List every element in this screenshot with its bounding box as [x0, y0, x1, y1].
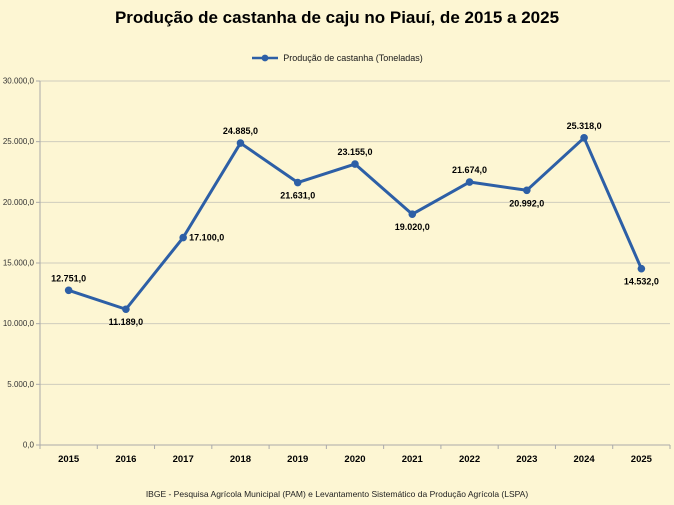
x-category-label: 2015: [58, 454, 80, 465]
y-tick-label: 15.000,0: [3, 259, 35, 268]
legend-label: Produção de castanha (Toneladas): [283, 53, 423, 63]
x-category-label: 2019: [287, 454, 308, 465]
data-point: [64, 286, 73, 295]
data-point: [580, 134, 588, 142]
y-tick-label: 5.000,0: [7, 380, 34, 389]
y-tick-label: 20.000,0: [3, 198, 35, 207]
data-point: [179, 233, 187, 242]
x-category-label: 2025: [631, 454, 653, 465]
data-point-label: 14.532,0: [624, 277, 659, 287]
y-tick-label: 0,0: [23, 441, 35, 450]
data-point-label: 12.751,0: [51, 273, 86, 283]
x-category-label: 2022: [459, 454, 480, 465]
x-category-label: 2024: [574, 454, 596, 465]
legend: Produção de castanha (Toneladas): [0, 53, 674, 63]
chart-title: Produção de castanha de caju no Piauí, d…: [114, 8, 560, 27]
data-point-label: 19.020,0: [395, 222, 430, 232]
y-tick-label: 10.000,0: [3, 319, 35, 328]
data-point: [465, 178, 474, 186]
data-point-label: 24.885,0: [223, 126, 258, 136]
legend-line-marker-icon: [252, 54, 279, 62]
data-point: [523, 186, 531, 195]
data-point: [637, 264, 646, 273]
source-attribution: IBGE - Pesquisa Agrícola Municipal (PAM)…: [145, 489, 529, 499]
x-category-label: 2016: [115, 454, 136, 465]
y-tick-label: 30.000,0: [3, 77, 35, 86]
data-point-label: 11.189,0: [109, 317, 144, 327]
x-category-label: 2018: [230, 454, 251, 465]
data-point-label: 25.318,0: [567, 121, 602, 131]
x-category-label: 2021: [402, 454, 424, 465]
data-point: [351, 160, 359, 168]
data-point-label: 23.155,0: [337, 147, 372, 157]
data-point-label: 17.100,0: [189, 233, 224, 243]
x-category-label: 2017: [173, 454, 194, 465]
data-point: [293, 178, 302, 187]
y-tick-label: 25.000,0: [3, 137, 35, 146]
data-point: [122, 305, 130, 314]
data-point: [408, 210, 417, 219]
data-point: [236, 139, 245, 147]
x-category-label: 2020: [344, 454, 365, 465]
x-category-label: 2023: [516, 454, 537, 465]
data-point-label: 20.992,0: [509, 198, 544, 208]
data-point-label: 21.631,0: [280, 191, 315, 201]
data-point-label: 21.674,0: [452, 165, 487, 175]
